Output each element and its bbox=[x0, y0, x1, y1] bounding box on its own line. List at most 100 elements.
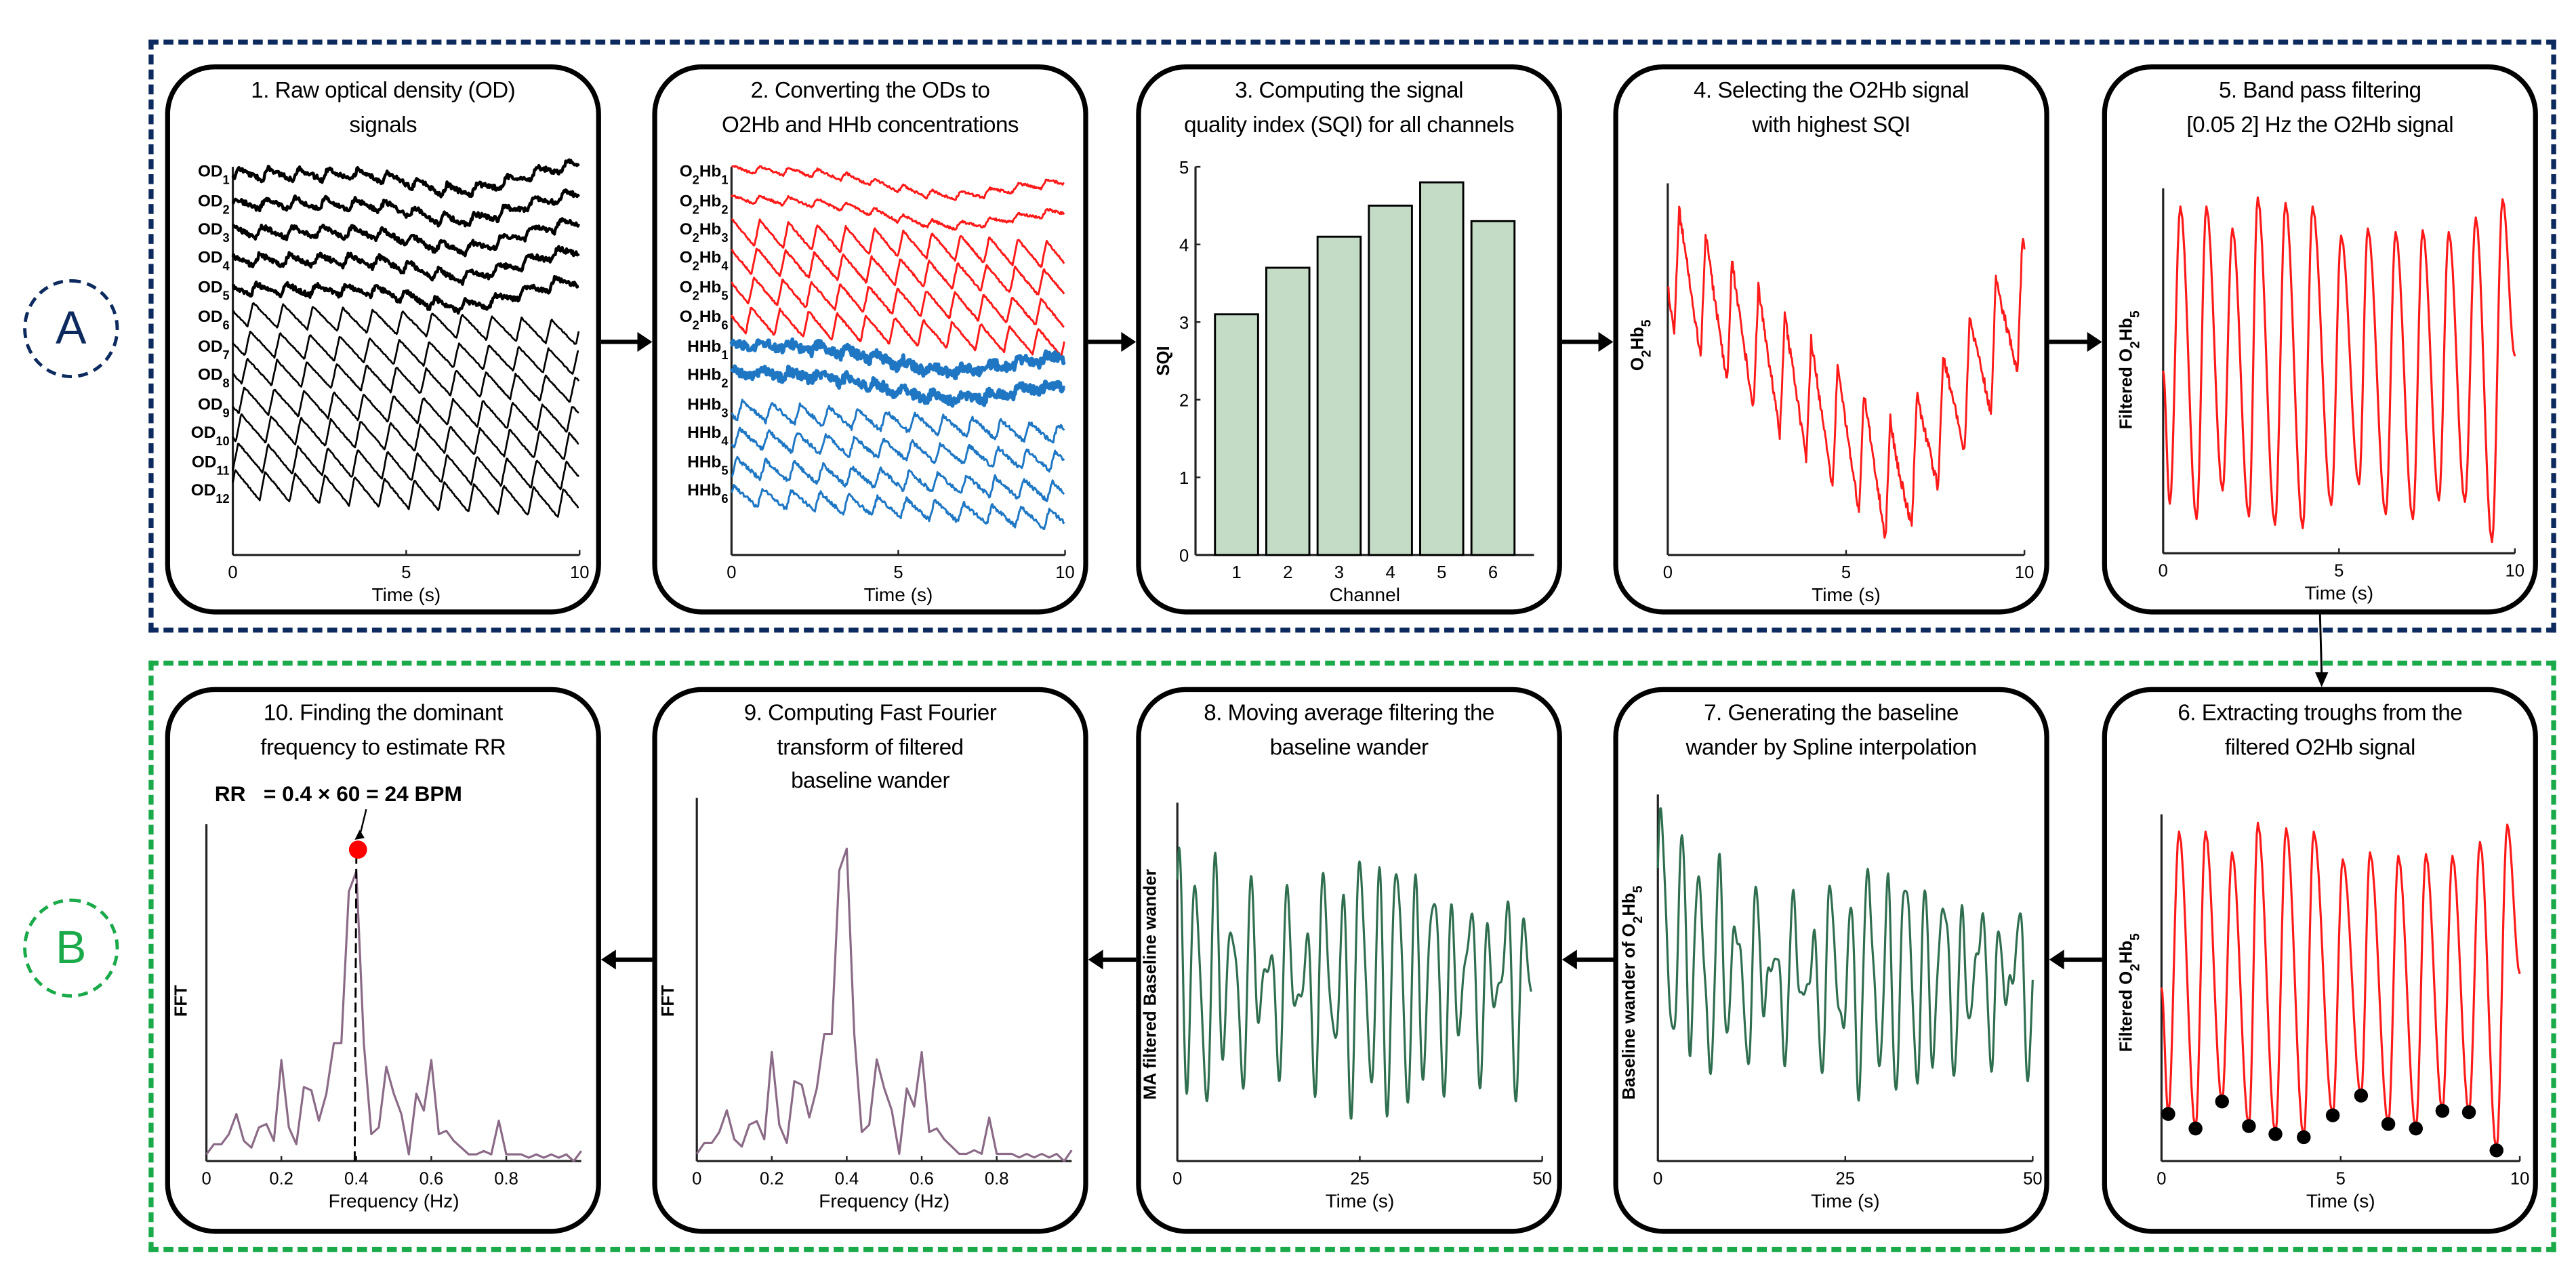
od-trace bbox=[232, 330, 579, 375]
trace-label: OD11 bbox=[192, 453, 230, 478]
label-text: HHb bbox=[687, 395, 721, 413]
x-tick-label: 0 bbox=[2159, 562, 2168, 581]
subscript: 2 bbox=[1639, 350, 1654, 357]
x-tick-label: 10 bbox=[1055, 563, 1074, 582]
trough-marker bbox=[2268, 1127, 2283, 1141]
subscript: 12 bbox=[216, 491, 229, 506]
trace-label: OD7 bbox=[198, 338, 230, 362]
subscript: 5 bbox=[1639, 319, 1654, 327]
x-tick-label: 0.2 bbox=[269, 1169, 293, 1188]
x-tick-label: 0.4 bbox=[344, 1169, 369, 1188]
panel-6-title-line2: filtered O2Hb signal bbox=[2224, 734, 2416, 759]
panel-3-title-line1: 3. Computing the signal bbox=[1235, 77, 1464, 103]
label-text: O bbox=[680, 278, 693, 296]
panel-2-title-line1: 2. Converting the ODs to bbox=[750, 77, 990, 103]
od-trace bbox=[231, 245, 580, 286]
arrow-head-icon bbox=[1561, 950, 1577, 970]
hhb-trace bbox=[729, 364, 1066, 408]
label-text: FFT bbox=[659, 985, 678, 1017]
sqi-bar bbox=[1419, 181, 1465, 556]
panel-10-plot: 0 0.2 0.4 0.6 0.8 Frequency (Hz) FFT RR = 0.4 ×… bbox=[171, 781, 582, 1211]
trace-label: HHb6 bbox=[687, 481, 728, 506]
x-tick-label: 0 bbox=[2156, 1169, 2166, 1188]
trace-label: OD9 bbox=[198, 395, 230, 420]
panel-8-plot: 0 25 50 Time (s) MA filtered Baseline wander bbox=[1141, 802, 1552, 1211]
label-text: HHb bbox=[687, 453, 721, 472]
trough-marker bbox=[2409, 1121, 2424, 1136]
od-trace bbox=[232, 413, 579, 460]
sqi-bar bbox=[1265, 266, 1311, 556]
trace-label: O2Hb5 bbox=[680, 278, 729, 302]
panel-1-title-line1: 1. Raw optical density (OD) bbox=[251, 77, 516, 103]
section-b-label: B bbox=[56, 921, 87, 973]
trace-label: HHb3 bbox=[687, 395, 728, 420]
label-text: OD bbox=[198, 163, 223, 181]
x-tick-label: 50 bbox=[2023, 1169, 2042, 1188]
label-text: MA filtered Baseline wander bbox=[1141, 869, 1160, 1099]
trace-label: O2Hb1 bbox=[680, 163, 729, 187]
subscript: 5 bbox=[2128, 310, 2143, 318]
y-axis-label: MA filtered Baseline wander bbox=[1141, 869, 1160, 1099]
panel-2-title-line2: O2Hb and HHb concentrations bbox=[722, 111, 1019, 137]
od-trace bbox=[231, 274, 579, 315]
y-axis-label: FFT bbox=[659, 985, 678, 1017]
panel-7-title-line1: 7. Generating the baseline bbox=[1704, 700, 1959, 725]
x-axis-label: Time (s) bbox=[1812, 584, 1881, 605]
od-trace bbox=[231, 188, 580, 228]
label-text: Hb bbox=[699, 163, 721, 181]
subscript: 4 bbox=[721, 433, 729, 447]
label-text: OD bbox=[198, 192, 223, 211]
label-text: Hb bbox=[1628, 327, 1647, 350]
trace-label: O2Hb2 bbox=[680, 192, 729, 217]
sqi-bar bbox=[1470, 220, 1516, 556]
y-tick-label: 5 bbox=[1179, 159, 1189, 178]
x-tick-label: 10 bbox=[2015, 563, 2034, 582]
trace-label: O2Hb3 bbox=[680, 220, 729, 245]
fft-line bbox=[205, 870, 582, 1162]
subscript: 8 bbox=[223, 375, 230, 390]
label-text: HHb bbox=[687, 481, 721, 499]
trough-marker bbox=[2297, 1130, 2311, 1145]
subscript: 4 bbox=[721, 258, 729, 272]
label-text: HHb bbox=[687, 338, 721, 356]
y-tick-label: 4 bbox=[1179, 236, 1189, 255]
x-tick-label: 5 bbox=[2334, 562, 2344, 581]
dominant-frequency-line bbox=[353, 857, 358, 1162]
x-tick-label: 0.6 bbox=[420, 1169, 444, 1188]
trace-label: OD1 bbox=[198, 163, 230, 187]
x-tick-label: 4 bbox=[1385, 563, 1395, 582]
panel-4-title-line2: with highest SQI bbox=[1752, 111, 1910, 137]
trace-label: OD5 bbox=[198, 278, 230, 302]
trace-label: HHb4 bbox=[687, 424, 729, 448]
arrow-head-icon bbox=[2314, 672, 2329, 687]
x-tick-label: 0 bbox=[201, 1169, 211, 1188]
x-tick-label: 0 bbox=[1172, 1169, 1182, 1188]
x-tick-label: 0.8 bbox=[494, 1169, 518, 1188]
label-text: OD bbox=[198, 220, 223, 239]
panel-3-bar-chart: 0 1 2 3 4 5 1 2 3 4 5 6 Channel SQI bbox=[1154, 159, 1534, 605]
y-tick-label: 0 bbox=[1179, 547, 1189, 566]
x-tick-label: 10 bbox=[570, 563, 589, 582]
label-text: O bbox=[680, 248, 693, 266]
subscript: 4 bbox=[223, 258, 230, 272]
x-axis-label: Frequency (Hz) bbox=[819, 1190, 949, 1211]
trough-marker bbox=[2215, 1094, 2229, 1109]
hhb-trace bbox=[731, 399, 1065, 444]
subscript: 1 bbox=[721, 172, 728, 186]
o2hb5-signal bbox=[1667, 205, 2026, 539]
panel-7-spline-baseline: 7. Generating the baseline wander by Spli… bbox=[1613, 687, 2049, 1234]
hhb-trace bbox=[731, 483, 1065, 530]
subscript: 2 bbox=[721, 202, 728, 216]
hhb-trace bbox=[731, 455, 1065, 503]
subscript: 7 bbox=[223, 348, 230, 362]
subscript: 10 bbox=[216, 433, 229, 447]
subscript: 11 bbox=[216, 463, 229, 477]
o2hb-trace bbox=[731, 306, 1065, 357]
x-tick-label: 5 bbox=[893, 563, 903, 582]
section-b-frame bbox=[148, 660, 2556, 1252]
label-text: OD bbox=[192, 453, 217, 472]
x-tick-label: 6 bbox=[1488, 563, 1498, 582]
